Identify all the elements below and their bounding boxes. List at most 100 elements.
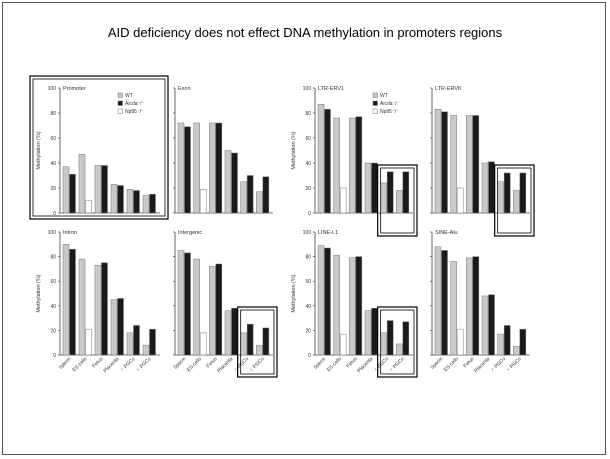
y-tick-label: 40 [50, 304, 56, 310]
bar [380, 182, 387, 214]
bar [215, 122, 223, 214]
bar [126, 332, 134, 356]
bar [240, 332, 247, 356]
legend-label: Np95⁻/⁻ [380, 109, 399, 115]
bar [519, 172, 527, 214]
legend-swatch [372, 100, 378, 106]
bar [503, 172, 511, 214]
bar [402, 171, 410, 214]
bar [215, 263, 223, 356]
bar [101, 262, 108, 356]
bar [193, 122, 200, 214]
panel-title: Intron [63, 230, 77, 236]
bar [231, 152, 238, 214]
bar [396, 343, 403, 356]
bar [193, 258, 200, 356]
y-tick-label: 100 [303, 86, 312, 92]
y-tick-label: 60 [50, 136, 56, 142]
bar [262, 327, 270, 356]
highlight-box-inner [380, 309, 415, 375]
y-tick-label: 80 [305, 111, 311, 117]
category-label: ES cells [186, 356, 203, 373]
category-label: ♂ PGCs [490, 356, 508, 374]
bar [466, 257, 473, 356]
bar [85, 200, 92, 214]
y-tick-label: 60 [305, 136, 311, 142]
panel-title: Exon [178, 86, 191, 92]
bar [126, 189, 134, 214]
y-tick-label: 60 [305, 279, 311, 285]
bar [481, 295, 489, 356]
y-tick-label: 40 [305, 161, 311, 167]
bar [434, 246, 442, 356]
bar [371, 308, 378, 356]
bar [69, 174, 76, 214]
highlight-box [237, 306, 278, 378]
bar [519, 328, 527, 356]
category-label: Placenta [473, 356, 491, 374]
y-tick-label: 80 [50, 255, 56, 261]
legend-swatch [117, 92, 123, 98]
highlight-box-inner [380, 167, 415, 234]
bar [94, 264, 102, 356]
category-label: ♀ PGCs [505, 356, 523, 374]
legend-swatch [372, 92, 378, 98]
bar [456, 187, 464, 214]
category-label: ES cells [71, 356, 88, 373]
bar [317, 104, 325, 214]
bar [117, 185, 124, 214]
legend-swatch [117, 100, 123, 106]
bar [333, 255, 340, 356]
bar [513, 346, 520, 356]
bar [396, 190, 403, 214]
panel-title: Intergenic [178, 230, 202, 236]
y-axis-label: Methylation (%) [36, 274, 42, 312]
bar [364, 310, 372, 356]
bar [256, 344, 263, 356]
slide-frame [2, 2, 606, 455]
bar [355, 256, 363, 356]
bar [339, 187, 347, 214]
highlight-box [377, 306, 418, 378]
bar [177, 250, 185, 356]
bar [450, 115, 457, 214]
bar [441, 111, 448, 214]
slide-title: AID deficiency does not effect DNA methy… [107, 25, 503, 40]
legend-swatch [372, 108, 378, 114]
bar [101, 165, 108, 214]
bar [466, 115, 473, 214]
bar [94, 165, 102, 214]
bar [142, 195, 150, 214]
y-tick-label: 0 [308, 211, 311, 217]
bar [142, 344, 150, 356]
bar [349, 117, 356, 214]
bar [441, 250, 448, 356]
bar [339, 333, 347, 356]
bar [333, 117, 340, 214]
bar [231, 308, 238, 356]
category-label: ♂ PGCs [233, 356, 251, 374]
bar [256, 191, 263, 214]
bar [209, 266, 216, 356]
bar [488, 294, 495, 356]
bar [472, 256, 480, 356]
bar [62, 244, 70, 356]
bar [78, 154, 86, 214]
y-tick-label: 60 [50, 279, 56, 285]
category-label: ♀ PGCs [248, 356, 266, 374]
category-label: Sperm [58, 356, 73, 371]
bar [355, 116, 363, 214]
bar [497, 333, 504, 356]
bar [117, 298, 124, 356]
bar [497, 181, 504, 214]
panel-title: SINE-Alu [435, 230, 458, 236]
y-tick-label: 80 [50, 111, 56, 117]
bar [434, 109, 442, 214]
bar [149, 328, 156, 356]
bar [386, 171, 394, 214]
category-label: Fetus [345, 356, 358, 369]
bar [503, 325, 511, 356]
category-label: ♂ PGCs [373, 356, 391, 374]
